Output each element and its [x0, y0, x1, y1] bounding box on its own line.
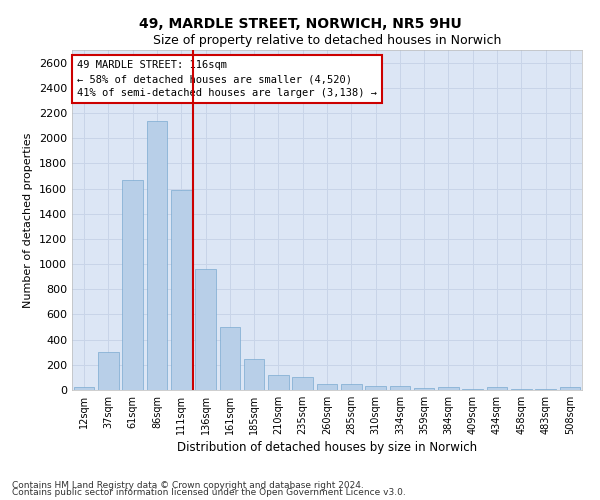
Bar: [195, 269, 216, 390]
Bar: [560, 387, 580, 390]
Bar: [220, 327, 240, 390]
Bar: [389, 386, 410, 390]
Title: Size of property relative to detached houses in Norwich: Size of property relative to detached ho…: [153, 34, 501, 48]
Bar: [98, 352, 119, 390]
Text: Contains public sector information licensed under the Open Government Licence v3: Contains public sector information licen…: [12, 488, 406, 497]
Bar: [244, 358, 265, 390]
Y-axis label: Number of detached properties: Number of detached properties: [23, 132, 34, 308]
Bar: [414, 388, 434, 390]
Bar: [317, 384, 337, 390]
Bar: [122, 180, 143, 390]
Bar: [74, 387, 94, 390]
Bar: [171, 190, 191, 390]
Text: 49 MARDLE STREET: 116sqm
← 58% of detached houses are smaller (4,520)
41% of sem: 49 MARDLE STREET: 116sqm ← 58% of detach…: [77, 60, 377, 98]
Bar: [365, 386, 386, 390]
Bar: [438, 387, 459, 390]
Text: 49, MARDLE STREET, NORWICH, NR5 9HU: 49, MARDLE STREET, NORWICH, NR5 9HU: [139, 18, 461, 32]
Bar: [292, 378, 313, 390]
Bar: [463, 388, 483, 390]
Bar: [341, 384, 362, 390]
Bar: [268, 375, 289, 390]
Bar: [487, 387, 508, 390]
X-axis label: Distribution of detached houses by size in Norwich: Distribution of detached houses by size …: [177, 441, 477, 454]
Bar: [146, 120, 167, 390]
Text: Contains HM Land Registry data © Crown copyright and database right 2024.: Contains HM Land Registry data © Crown c…: [12, 480, 364, 490]
